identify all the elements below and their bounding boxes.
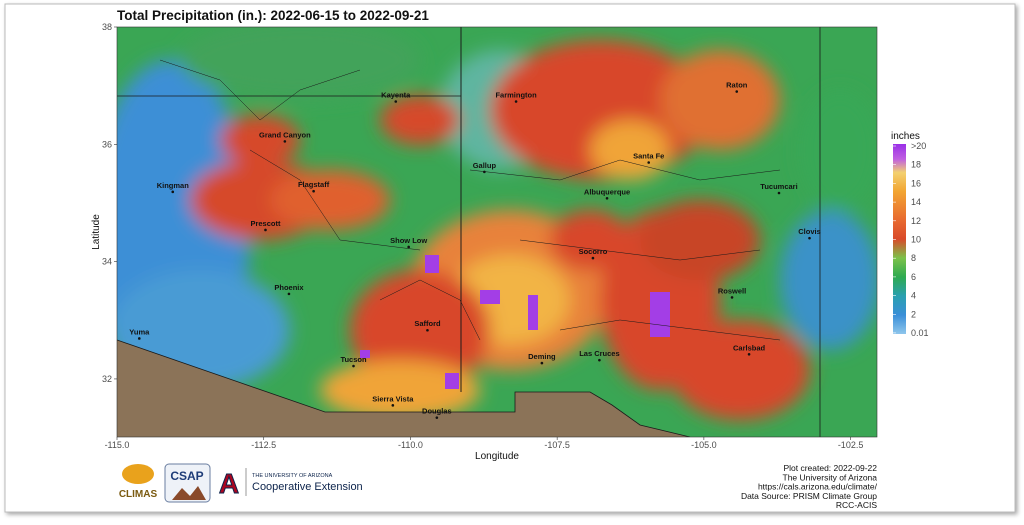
city-dot <box>735 90 739 93</box>
city-dot <box>287 292 291 296</box>
city-label: Raton <box>726 81 748 90</box>
x-tick-label: -115.0 <box>105 440 130 450</box>
axis-ticks: -115.0 -112.5 -110.0 -107.5 -105.0 -102.5 32 34… <box>102 22 863 450</box>
city-dot <box>598 358 601 362</box>
city-label: Albuquerque <box>584 187 630 196</box>
city-label: Carlsbad <box>733 343 766 352</box>
x-tick-label: -107.5 <box>544 440 570 450</box>
credit-line: Plot created: 2022-09-22 <box>783 463 877 473</box>
colorbar <box>893 144 906 334</box>
climas-logo <box>122 464 154 484</box>
city-dot <box>407 245 410 249</box>
city-label: Safford <box>414 319 441 328</box>
city-label: Douglas <box>422 407 452 416</box>
city-label: Tucson <box>340 355 367 364</box>
csap-text: CSAP <box>170 469 203 483</box>
city-label: Phoenix <box>274 283 304 292</box>
city-label: Deming <box>528 352 556 361</box>
csap-mountains <box>172 486 206 500</box>
city-dot <box>540 361 544 365</box>
city-dot <box>514 100 518 103</box>
cities: Farmington Kayenta Grand Canyon Raton Santa … <box>129 81 821 419</box>
city-dot <box>394 100 398 103</box>
x-tick-label: -105.0 <box>691 440 717 450</box>
logos: CLIMAS CSAP A THE UNIVERSITY OF ARIZONA … <box>119 463 363 503</box>
plot-border <box>116 26 878 438</box>
legend-tick-label: 12 <box>911 216 921 226</box>
legend-tick-label: 4 <box>911 291 916 301</box>
city-label: Clovis <box>798 227 821 236</box>
city-label: Kayenta <box>381 90 411 99</box>
precip-raster <box>117 27 877 437</box>
x-tick-label: -112.5 <box>251 440 276 450</box>
credit-line: Data Source: PRISM Climate Group <box>741 491 877 501</box>
legend-tick-label: 16 <box>911 178 921 188</box>
city-dot <box>312 189 315 193</box>
credit-line: The University of Arizona <box>783 472 878 482</box>
city-label: Gallup <box>473 161 497 170</box>
credit-line: RCC-ACIS <box>836 500 877 510</box>
legend-tick-label: 0.01 <box>911 328 929 338</box>
city-dot <box>352 364 355 368</box>
city-dot <box>605 196 609 200</box>
city-label: Prescott <box>250 219 281 228</box>
x-axis-label: Longitude <box>475 451 519 462</box>
y-tick-label: 34 <box>102 257 112 267</box>
city-dot <box>426 328 429 332</box>
legend-tick-label: 6 <box>911 272 916 282</box>
city-label: Socorro <box>579 247 608 256</box>
legend-tick-label: 2 <box>911 309 916 319</box>
legend-tick-label: 10 <box>911 235 921 245</box>
legend-tick-label: 14 <box>911 197 921 207</box>
legend-ticks: 0.01 2 4 6 8 10 12 14 16 18 >20 <box>893 141 929 338</box>
y-tick-label: 32 <box>102 374 112 384</box>
city-dot <box>591 256 595 260</box>
y-tick-label: 38 <box>102 22 112 32</box>
city-dot <box>283 140 287 143</box>
city-dot <box>747 352 751 356</box>
city-label: Yuma <box>129 327 150 336</box>
map-title: Total Precipitation (in.): 2022-06-15 to… <box>117 8 429 23</box>
city-dot <box>483 170 486 174</box>
city-dot <box>808 236 811 240</box>
city-dot <box>391 404 395 407</box>
city-label: Grand Canyon <box>259 130 311 139</box>
city-label: Sierra Vista <box>372 394 414 403</box>
x-tick-label: -110.0 <box>398 440 423 450</box>
y-axis-label: Latitude <box>91 214 102 250</box>
city-dot <box>730 296 734 299</box>
city-label: Tucumcari <box>760 182 797 191</box>
ua-name: THE UNIVERSITY OF ARIZONA <box>252 473 333 479</box>
y-tick-label: 36 <box>102 139 112 149</box>
climas-text: CLIMAS <box>119 489 158 500</box>
credit-line: https://cals.arizona.edu/climate/ <box>758 482 878 492</box>
city-label: Roswell <box>718 286 746 295</box>
legend-tick-label: 18 <box>911 160 921 170</box>
ua-logo: A <box>219 468 239 499</box>
city-label: Show Low <box>390 236 427 245</box>
city-dot <box>138 337 141 340</box>
city-dot <box>777 191 781 195</box>
city-dot <box>171 190 175 194</box>
city-label: Flagstaff <box>298 180 330 189</box>
city-label: Kingman <box>157 181 190 190</box>
city-label: Santa Fe <box>633 151 664 160</box>
city-dot <box>435 416 439 419</box>
city-label: Farmington <box>495 90 537 99</box>
legend-tick-label: >20 <box>911 141 926 151</box>
x-tick-label: -102.5 <box>838 440 864 450</box>
legend-title: inches <box>891 131 920 142</box>
city-label: Las Cruces <box>579 349 619 358</box>
legend-tick-label: 8 <box>911 253 916 263</box>
city-dot <box>264 228 267 232</box>
extension-name: Cooperative Extension <box>252 481 363 493</box>
city-dot <box>647 161 651 164</box>
